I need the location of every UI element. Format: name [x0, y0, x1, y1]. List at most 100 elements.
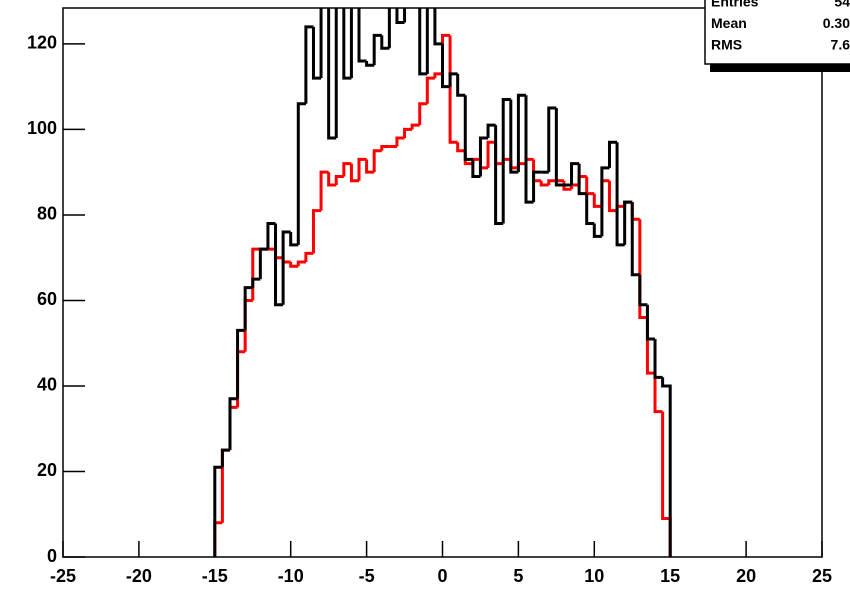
histogram-bin: [311, 209, 322, 254]
stats-label: Mean: [711, 15, 747, 31]
y-tick-label: 120: [27, 33, 57, 53]
histogram-bin: [334, 8, 338, 138]
x-tick-label: 25: [812, 566, 832, 586]
histogram-bin: [258, 247, 268, 280]
histogram-bin: [570, 162, 580, 186]
x-tick-label: 20: [736, 566, 756, 586]
histogram-bin: [592, 193, 602, 208]
histogram-bin: [623, 200, 633, 245]
stats-label: Entries: [711, 0, 759, 10]
histogram-bin: [456, 142, 466, 153]
histogram-bin: [289, 261, 299, 268]
histogram-bin: [418, 8, 428, 76]
histogram-bin: [357, 8, 367, 63]
histogram-bin: [296, 102, 306, 245]
histogram-bin: [433, 8, 443, 46]
histogram-bin: [653, 338, 663, 379]
histogram-bin: [266, 221, 276, 250]
stats-value: 7.6: [831, 37, 850, 53]
histogram-bin: [395, 136, 405, 147]
histogram-bin: [357, 157, 367, 181]
histogram-bin: [585, 193, 595, 225]
histogram-bin: [463, 95, 473, 161]
histogram-bin: [403, 127, 413, 138]
histogram-bin: [471, 159, 481, 178]
histogram-bin: [213, 465, 223, 557]
histogram: [213, 8, 672, 557]
histogram-bin: [615, 142, 625, 247]
y-tick-label: 40: [37, 375, 57, 395]
x-tick-label: -15: [202, 566, 228, 586]
histogram-bin: [281, 230, 291, 305]
histogram-bin: [327, 8, 337, 140]
y-tick-label: 20: [37, 460, 57, 480]
histogram-bin: [319, 8, 323, 79]
histogram-bin: [387, 8, 391, 49]
histogram-bin: [342, 162, 352, 177]
x-tick-label: 10: [584, 566, 604, 586]
histogram-bin: [334, 174, 344, 186]
histogram-bin: [228, 397, 238, 451]
histogram-bin: [425, 76, 435, 104]
x-tick-label: 0: [437, 566, 447, 586]
histogram-bin: [645, 304, 656, 341]
y-tick-label: 0: [47, 546, 57, 566]
histogram-bin: [296, 260, 306, 267]
y-tick-label: 60: [37, 289, 57, 309]
y-tick-label: 80: [37, 204, 57, 224]
histogram-bin: [365, 159, 375, 174]
histogram-bin: [327, 172, 337, 187]
histogram-bin: [342, 8, 352, 80]
histogram-bin: [547, 179, 557, 186]
stats-value: 0.30: [823, 15, 850, 31]
plot-frame: [62, 7, 823, 558]
histogram-bin: [425, 8, 429, 74]
histogram-bin: [403, 8, 407, 23]
histogram-bin: [532, 170, 542, 203]
histogram-bin: [600, 166, 610, 237]
histogram-bin: [380, 145, 390, 151]
x-tick-label: 5: [513, 566, 523, 586]
histogram-bin: [304, 25, 314, 104]
histogram-bin: [547, 106, 557, 173]
histogram-bin: [410, 123, 420, 130]
histogram-bin: [554, 108, 564, 187]
stats-value: 54: [834, 0, 850, 10]
x-tick-label: 15: [660, 566, 680, 586]
x-tick-label: -10: [278, 566, 304, 586]
histogram-bin: [311, 26, 322, 80]
histogram-bin: [478, 136, 489, 177]
histogram-bin: [516, 93, 526, 173]
histogram-bin: [349, 8, 353, 79]
histogram-bin: [372, 149, 382, 173]
histogram-bin: [418, 102, 428, 126]
histogram-bin: [304, 251, 314, 262]
histogram-bin: [539, 180, 549, 187]
histogram-bin: [441, 43, 451, 89]
histogram-bin: [372, 33, 382, 66]
histogram-bin: [577, 163, 587, 196]
histogram-bin: [494, 125, 504, 225]
histogram-bin: [448, 35, 458, 144]
histogram-bin: [607, 180, 618, 213]
stats-label: RMS: [711, 37, 742, 53]
histogram-bin: [486, 123, 496, 138]
histogram-bin: [380, 35, 390, 50]
histogram-bin: [592, 223, 602, 238]
histogram-bin: [486, 140, 496, 168]
stats-box: Entries 54 Mean 0.30 RMS 7.6: [704, 0, 850, 72]
x-tick-label: -25: [50, 566, 76, 586]
histogram-bin: [607, 140, 618, 168]
histogram-bin: [448, 72, 458, 87]
y-tick-label: 100: [27, 118, 57, 138]
x-tick-label: -20: [126, 566, 152, 586]
x-tick-label: -5: [359, 566, 375, 586]
histogram-bin: [243, 286, 253, 331]
histogram-bin: [653, 373, 663, 414]
histogram-bin: [638, 219, 648, 320]
axes: -25 -20 -15 -10 -5 0 5 10 15 20 25 0 20 40 60 80 100 120: [27, 33, 832, 586]
histogram-bin: [638, 274, 648, 307]
histogram-bin: [236, 328, 246, 399]
